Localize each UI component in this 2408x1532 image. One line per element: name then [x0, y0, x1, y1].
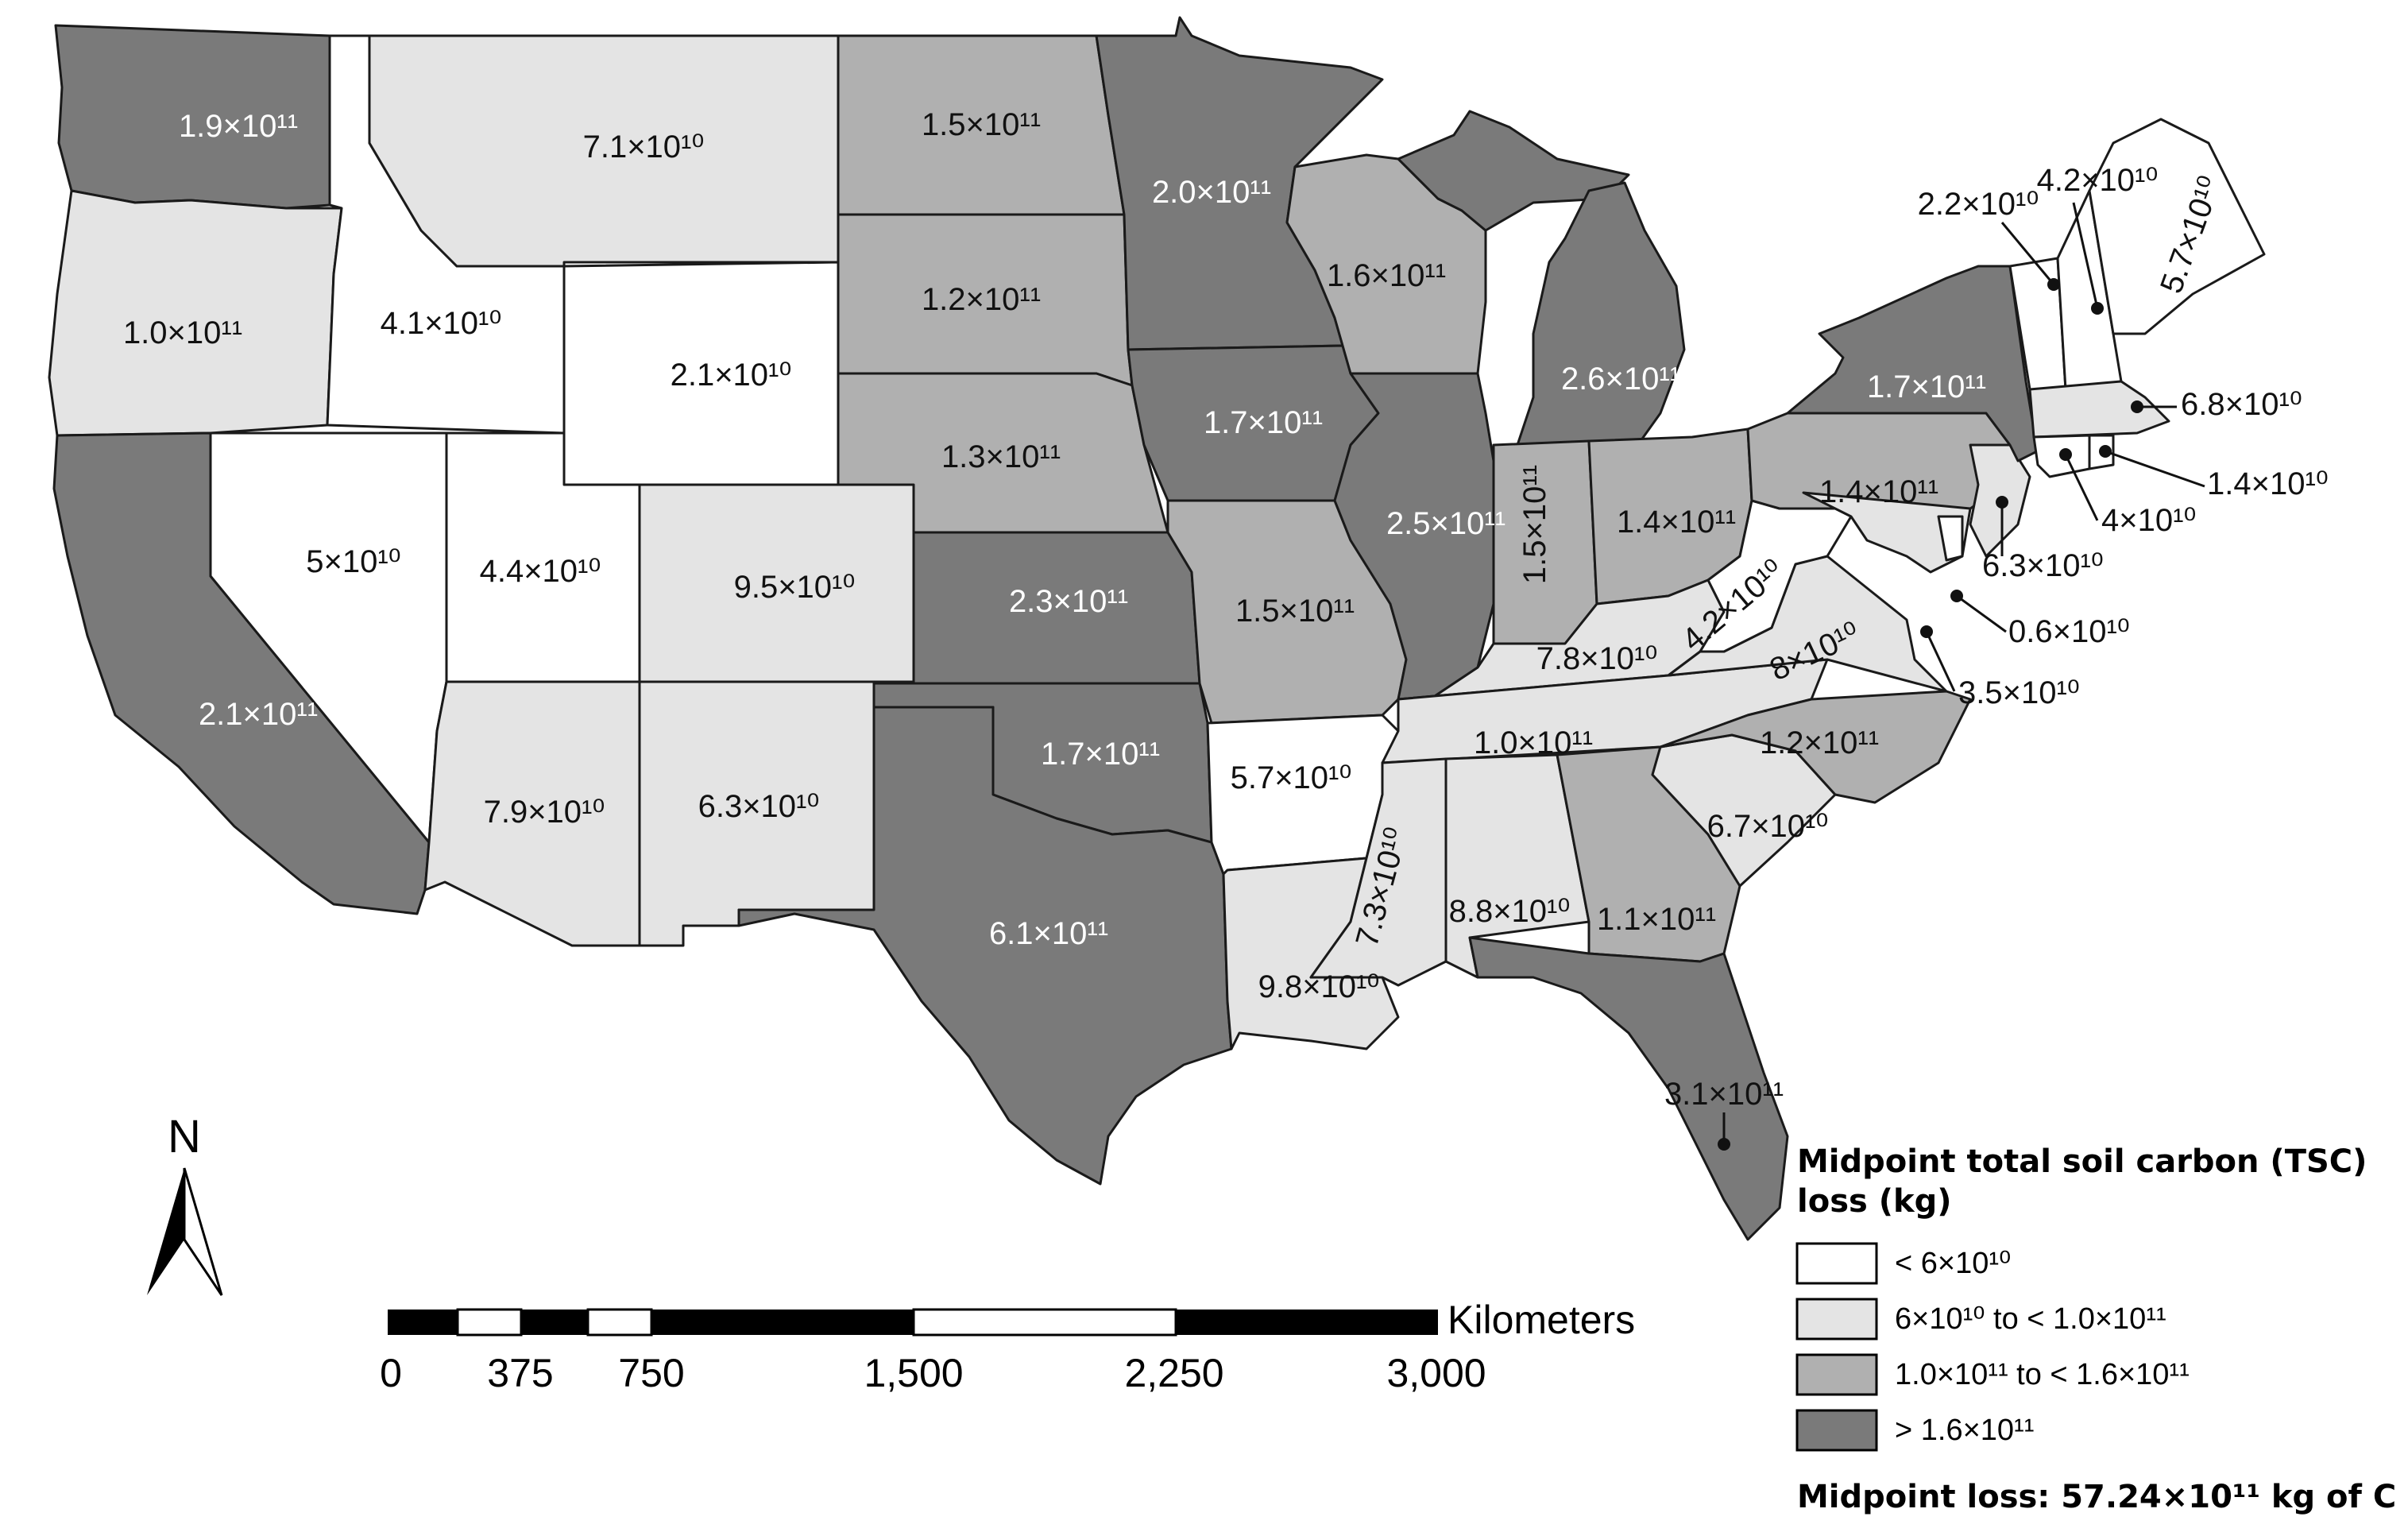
legend-swatch-4: [1795, 1409, 1878, 1452]
label-ri: 1.4×10¹⁰: [2207, 466, 2329, 501]
label-sd: 1.2×10¹¹: [922, 282, 1041, 317]
legend-label-2: 6×10¹⁰ to < 1.0×10¹¹: [1895, 1302, 2166, 1336]
label-pa: 1.4×10¹¹: [1819, 474, 1938, 509]
label-nv: 5×10¹⁰: [306, 544, 400, 579]
label-nm: 6.3×10¹⁰: [698, 789, 820, 824]
label-nj: 6.3×10¹⁰: [1982, 548, 2104, 583]
label-tx: 6.1×10¹¹: [989, 916, 1108, 951]
state-michigan-lower: [1516, 181, 1686, 447]
label-or: 1.0×10¹¹: [123, 315, 242, 350]
legend-title-line1: Midpoint total soil carbon (TSC): [1797, 1143, 2367, 1180]
label-ut: 4.4×10¹⁰: [480, 554, 601, 589]
label-il: 2.5×10¹¹: [1386, 506, 1505, 541]
scale-tick-3000: 3,000: [1386, 1351, 1486, 1395]
scale-tick-750: 750: [618, 1351, 684, 1395]
legend-total: Midpoint loss: 57.24×10¹¹ kg of C: [1797, 1479, 2396, 1515]
north-label: N: [168, 1111, 201, 1163]
legend-swatch-2: [1795, 1298, 1878, 1340]
label-de: 0.6×10¹⁰: [2008, 614, 2130, 649]
label-la: 9.8×10¹⁰: [1258, 969, 1380, 1004]
leader-lines: [1718, 202, 2205, 1151]
state-massachusetts: [2028, 380, 2170, 439]
label-co: 9.5×10¹⁰: [734, 570, 856, 605]
label-wi: 1.6×10¹¹: [1327, 258, 1446, 293]
label-md: 3.5×10¹⁰: [1958, 675, 2080, 710]
label-oh: 1.4×10¹¹: [1617, 505, 1736, 540]
label-vt: 2.2×10¹⁰: [1918, 187, 2039, 222]
legend-label-4: > 1.6×10¹¹: [1895, 1414, 2034, 1447]
label-sc: 6.7×10¹⁰: [1707, 809, 1829, 844]
label-nh: 4.2×10¹⁰: [2037, 163, 2159, 198]
label-al: 8.8×10¹⁰: [1449, 894, 1571, 929]
label-ca: 2.1×10¹¹: [199, 697, 318, 732]
label-nd: 1.5×10¹¹: [922, 107, 1041, 142]
legend-label-3: 1.0×10¹¹ to < 1.6×10¹¹: [1895, 1358, 2190, 1391]
label-in: 1.5×10¹¹: [1517, 465, 1552, 584]
label-wy: 2.1×10¹⁰: [671, 358, 792, 393]
legend: Midpoint total soil carbon (TSC) loss (k…: [1795, 1143, 2396, 1515]
label-mi: 2.6×10¹¹: [1561, 362, 1680, 397]
label-mt: 7.1×10¹⁰: [583, 130, 705, 164]
label-tn: 1.0×10¹¹: [1474, 725, 1593, 760]
state-oregon: [48, 189, 343, 437]
north-arrow: N: [147, 1111, 223, 1296]
state-polygons: [48, 16, 2266, 1241]
label-mn: 2.0×10¹¹: [1152, 175, 1271, 210]
state-maine: [2088, 118, 2266, 335]
label-ne: 1.3×10¹¹: [941, 439, 1061, 474]
label-wa: 1.9×10¹¹: [179, 109, 298, 144]
legend-title-line2: loss (kg): [1797, 1183, 1952, 1220]
scale-tick-1500: 1,500: [864, 1351, 963, 1395]
state-maryland: [1802, 491, 1972, 574]
scale-bar: Kilometers 0 375 750 1,500 2,250 3,000: [380, 1298, 1635, 1395]
label-id: 4.1×10¹⁰: [381, 306, 502, 341]
label-ok: 1.7×10¹¹: [1041, 737, 1160, 772]
state-north-carolina: [1659, 690, 1972, 804]
label-nc: 1.2×10¹¹: [1760, 725, 1879, 760]
state-texas: [737, 706, 1233, 1186]
state-florida: [1468, 936, 1789, 1241]
state-new-hampshire: [2056, 189, 2123, 391]
label-mo: 1.5×10¹¹: [1235, 594, 1355, 629]
label-ia: 1.7×10¹¹: [1204, 405, 1323, 440]
scale-unit: Kilometers: [1448, 1298, 1635, 1342]
label-ar: 5.7×10¹⁰: [1231, 760, 1352, 795]
legend-swatch-3: [1795, 1353, 1878, 1396]
scale-tick-0: 0: [380, 1351, 402, 1395]
north-arrow-icon: [147, 1168, 184, 1295]
label-ny: 1.7×10¹¹: [1867, 369, 1986, 404]
label-ga: 1.1×10¹¹: [1597, 902, 1716, 937]
state-delaware: [1937, 515, 1964, 562]
label-az: 7.9×10¹⁰: [484, 795, 605, 830]
legend-label-1: < 6×10¹⁰: [1895, 1247, 2011, 1280]
label-fl: 3.1×10¹¹: [1664, 1077, 1784, 1112]
label-ky: 7.8×10¹⁰: [1536, 641, 1658, 676]
scale-tick-375: 375: [487, 1351, 553, 1395]
label-ct: 4×10¹⁰: [2101, 503, 2196, 538]
label-ma: 6.8×10¹⁰: [2181, 387, 2302, 422]
label-ks: 2.3×10¹¹: [1009, 584, 1128, 619]
legend-swatch-1: [1795, 1242, 1878, 1285]
scale-tick-2250: 2,250: [1124, 1351, 1223, 1395]
